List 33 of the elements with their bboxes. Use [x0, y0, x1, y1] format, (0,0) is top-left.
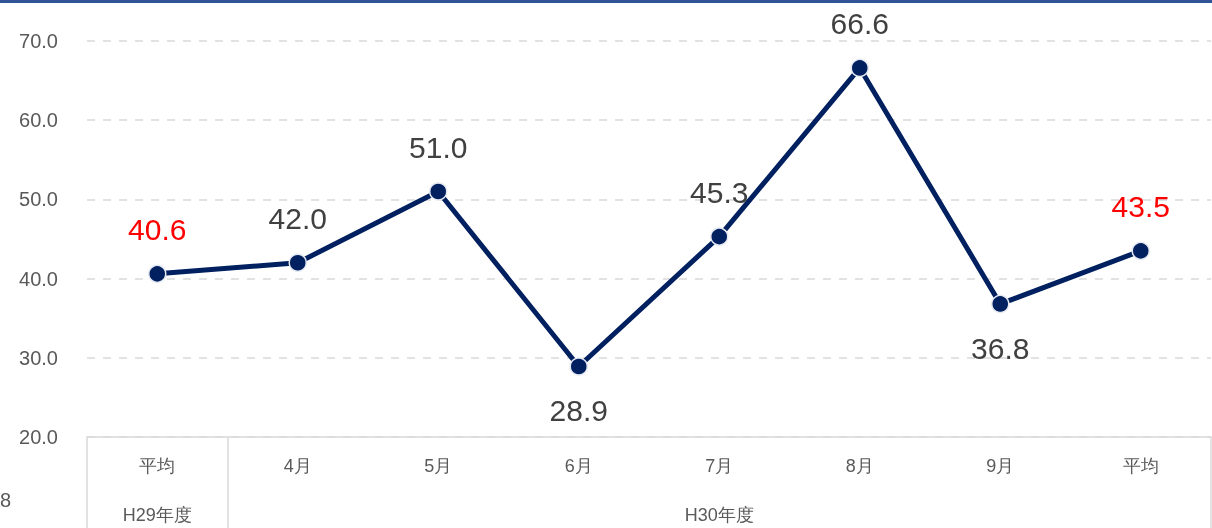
x-tick-label: 7月: [705, 456, 734, 476]
text: H29年度: [122, 505, 192, 525]
x-tick-label: 8月: [845, 456, 874, 476]
y-tick-label: 30.0: [19, 346, 58, 369]
x-tick-label: 5月: [424, 456, 453, 476]
data-label: 42.0: [268, 202, 327, 236]
data-label: 43.5: [1111, 190, 1170, 224]
text: 8: [0, 489, 12, 511]
data-label: 66.6: [830, 7, 889, 41]
y-tick-label: 20.0: [19, 426, 58, 448]
data-label: 36.8: [971, 331, 1030, 365]
point: [288, 253, 307, 273]
x-tick-label: 平均: [1122, 456, 1159, 476]
y-tick-label: 40.0: [19, 267, 58, 290]
point: [148, 264, 167, 284]
y-tick-label: 70.0: [19, 30, 58, 52]
point: [850, 58, 869, 78]
data-label: 40.6: [128, 213, 187, 247]
point: [429, 182, 448, 201]
x-tick-label: 4月: [283, 456, 312, 476]
x-tick-label: 平均: [139, 456, 176, 476]
point: [991, 294, 1010, 314]
y-tick-label: 60.0: [19, 109, 58, 132]
point: [710, 227, 729, 246]
data-label: 28.9: [549, 394, 608, 428]
data-label: 51.0: [409, 130, 468, 164]
x-tick-label: 6月: [564, 456, 593, 476]
data-label: 45.3: [690, 175, 749, 209]
point: [569, 357, 588, 376]
text: H30年度: [684, 505, 754, 525]
y-tick-label: 50.0: [19, 188, 58, 211]
x-tick-label: 9月: [986, 456, 1015, 476]
point: [1131, 241, 1150, 261]
